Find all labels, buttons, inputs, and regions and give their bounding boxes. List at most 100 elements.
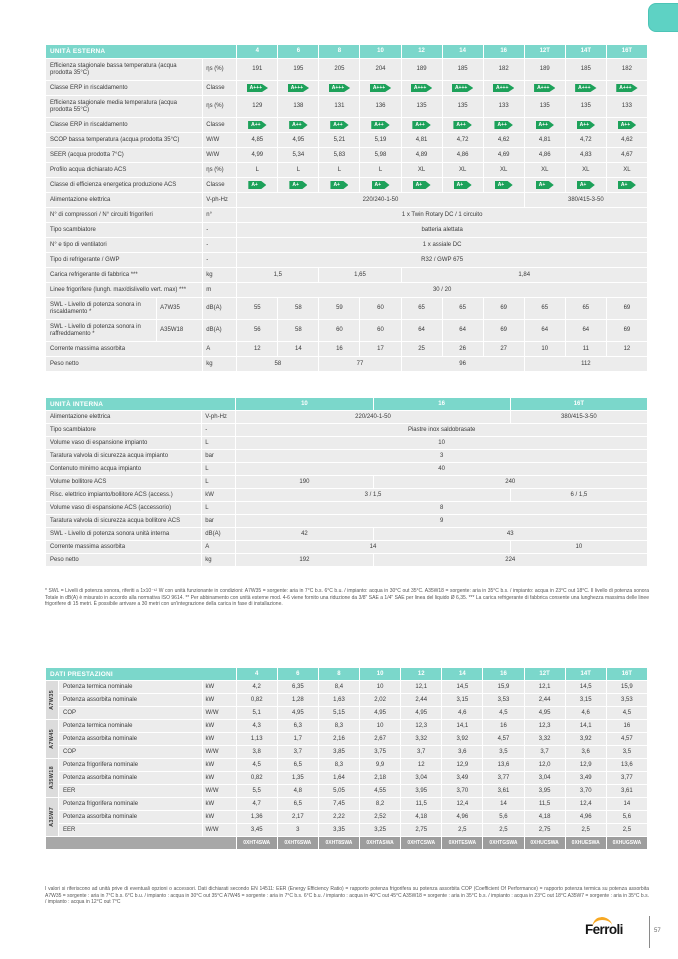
value-cell: 4,72 [565,133,606,147]
value-cell: A+++ [524,81,565,95]
row-label: Potenza frigorifera nominale [59,759,202,771]
value-cell: 69 [483,298,524,319]
table-row: Corrente massima assorbita A 12 14 16 17 25 26 2… [46,342,647,356]
value-cell: 14 [483,798,524,810]
value-cell: 0,82 [236,694,277,706]
value-cell: 4,96 [442,811,483,823]
row-label: COP [59,707,202,719]
row-label: SEER (acqua prodotta 7°C) [46,148,203,162]
column-header: 14T [565,45,606,58]
erp-badge: A+++ [328,84,351,92]
column-header: 16T [606,668,647,680]
value-cell: 10 [236,437,647,449]
value-cell: 3,77 [606,772,647,784]
value-cell: 4,6 [442,707,483,719]
table-row: Tipo scambiatore - batteria alettata [46,223,647,237]
value-cell: 8 [236,502,647,514]
value-cell: 4,18 [401,811,442,823]
row-label: Corrente massima assorbita [46,541,202,553]
value-cell: 69 [483,320,524,341]
page-number: 57 [654,928,661,934]
column-header: 4 [237,45,278,58]
erp-badge: A+ [617,181,636,189]
row-unit: n° [203,208,237,222]
value-cell: 189 [524,59,565,80]
value-cell: 10 [360,681,401,693]
value-cell: 4,18 [524,811,565,823]
group-label-cell: A7W45 [46,720,59,758]
row-unit: W/W [202,746,236,758]
value-cell: 3,7 [277,746,318,758]
column-header: 6 [277,668,318,680]
row-unit: kW [202,733,236,745]
table-row: Potenza assorbita nominale kW 0,82 1,35 1,64… [46,772,647,784]
value-cell: 3,95 [401,785,442,797]
value-cell: 3,8 [236,746,277,758]
erp-badge: A+++ [410,84,433,92]
erp-badge: A++ [330,121,349,129]
value-cell: 1,7 [277,733,318,745]
value-cell: 13,6 [606,759,647,771]
value-cell: 182 [483,59,524,80]
value-cell: 64 [524,320,565,341]
table-row: Efficienza stagionale bassa temperatura … [46,59,647,80]
row-unit: ηs (%) [203,163,237,177]
value-cell: 3,70 [442,785,483,797]
value-cell: 5,98 [360,148,401,162]
row-label: Linee frigorifere (lungh. max/dislivello… [46,283,203,297]
erp-badge: A+++ [246,84,268,92]
value-cell: 8,3 [318,759,360,771]
row-label: COP [59,746,202,758]
value-cell: 60 [360,298,401,319]
value-cell: 5,05 [318,785,360,797]
column-header: 8 [319,45,360,58]
product-code: 0XHTESWA [442,837,483,849]
value-cell: 6,5 [277,759,318,771]
value-cell: 77 [319,357,401,371]
value-cell: 5,15 [318,707,360,719]
value-cell: 4,7 [236,798,277,810]
erp-badge: A+ [494,181,513,189]
value-cell: 1 x Twin Rotary DC / 1 circuito [237,208,647,222]
value-cell: A+ [524,178,565,192]
row-label: Tipo scambiatore [46,223,203,237]
column-header: 10 [236,398,373,410]
group-label: A35W7 [48,807,55,827]
value-cell: A+++ [442,81,483,95]
column-header: 16T [510,398,647,410]
value-cell: 7,45 [318,798,360,810]
product-code: 0XHT4SWA [236,837,277,849]
table-header-row: DATI PRESTAZIONI 4 6 8 10 12 14 16 12T 14T 16T [46,668,647,680]
value-cell: 4,57 [606,733,647,745]
value-cell: 3,53 [483,694,524,706]
value-cell: 3,61 [606,785,647,797]
value-cell: 5,6 [606,811,647,823]
value-cell: 2,44 [524,694,565,706]
column-header: 6 [278,45,319,58]
value-cell: A++ [401,118,442,132]
value-cell: 27 [483,342,524,356]
value-cell: A+ [442,178,483,192]
value-cell: 4,89 [401,148,442,162]
value-cell: 1,13 [236,733,277,745]
row-sublabel: A7W35 [157,298,203,319]
value-cell: 5,1 [236,707,277,719]
product-code: 0XHT8SWA [318,837,360,849]
table-title: UNITÀ INTERNA [46,398,236,410]
value-cell: A+ [565,178,606,192]
value-cell: 69 [606,320,647,341]
value-cell: 58 [278,320,319,341]
value-cell: 4,72 [442,133,483,147]
value-cell: 40 [236,463,647,475]
value-cell: 3,92 [565,733,606,745]
erp-badge: A+++ [369,84,392,92]
value-cell: 4,57 [483,733,524,745]
value-cell: 2,5 [606,824,647,836]
value-cell: 64 [401,320,442,341]
value-cell: 10 [524,342,565,356]
value-cell: Piastre inox saldobrasate [236,424,647,436]
value-cell: 2,52 [360,811,401,823]
erp-badge: A++ [248,121,267,129]
value-cell: 12,9 [442,759,483,771]
value-cell: 6,5 [277,798,318,810]
